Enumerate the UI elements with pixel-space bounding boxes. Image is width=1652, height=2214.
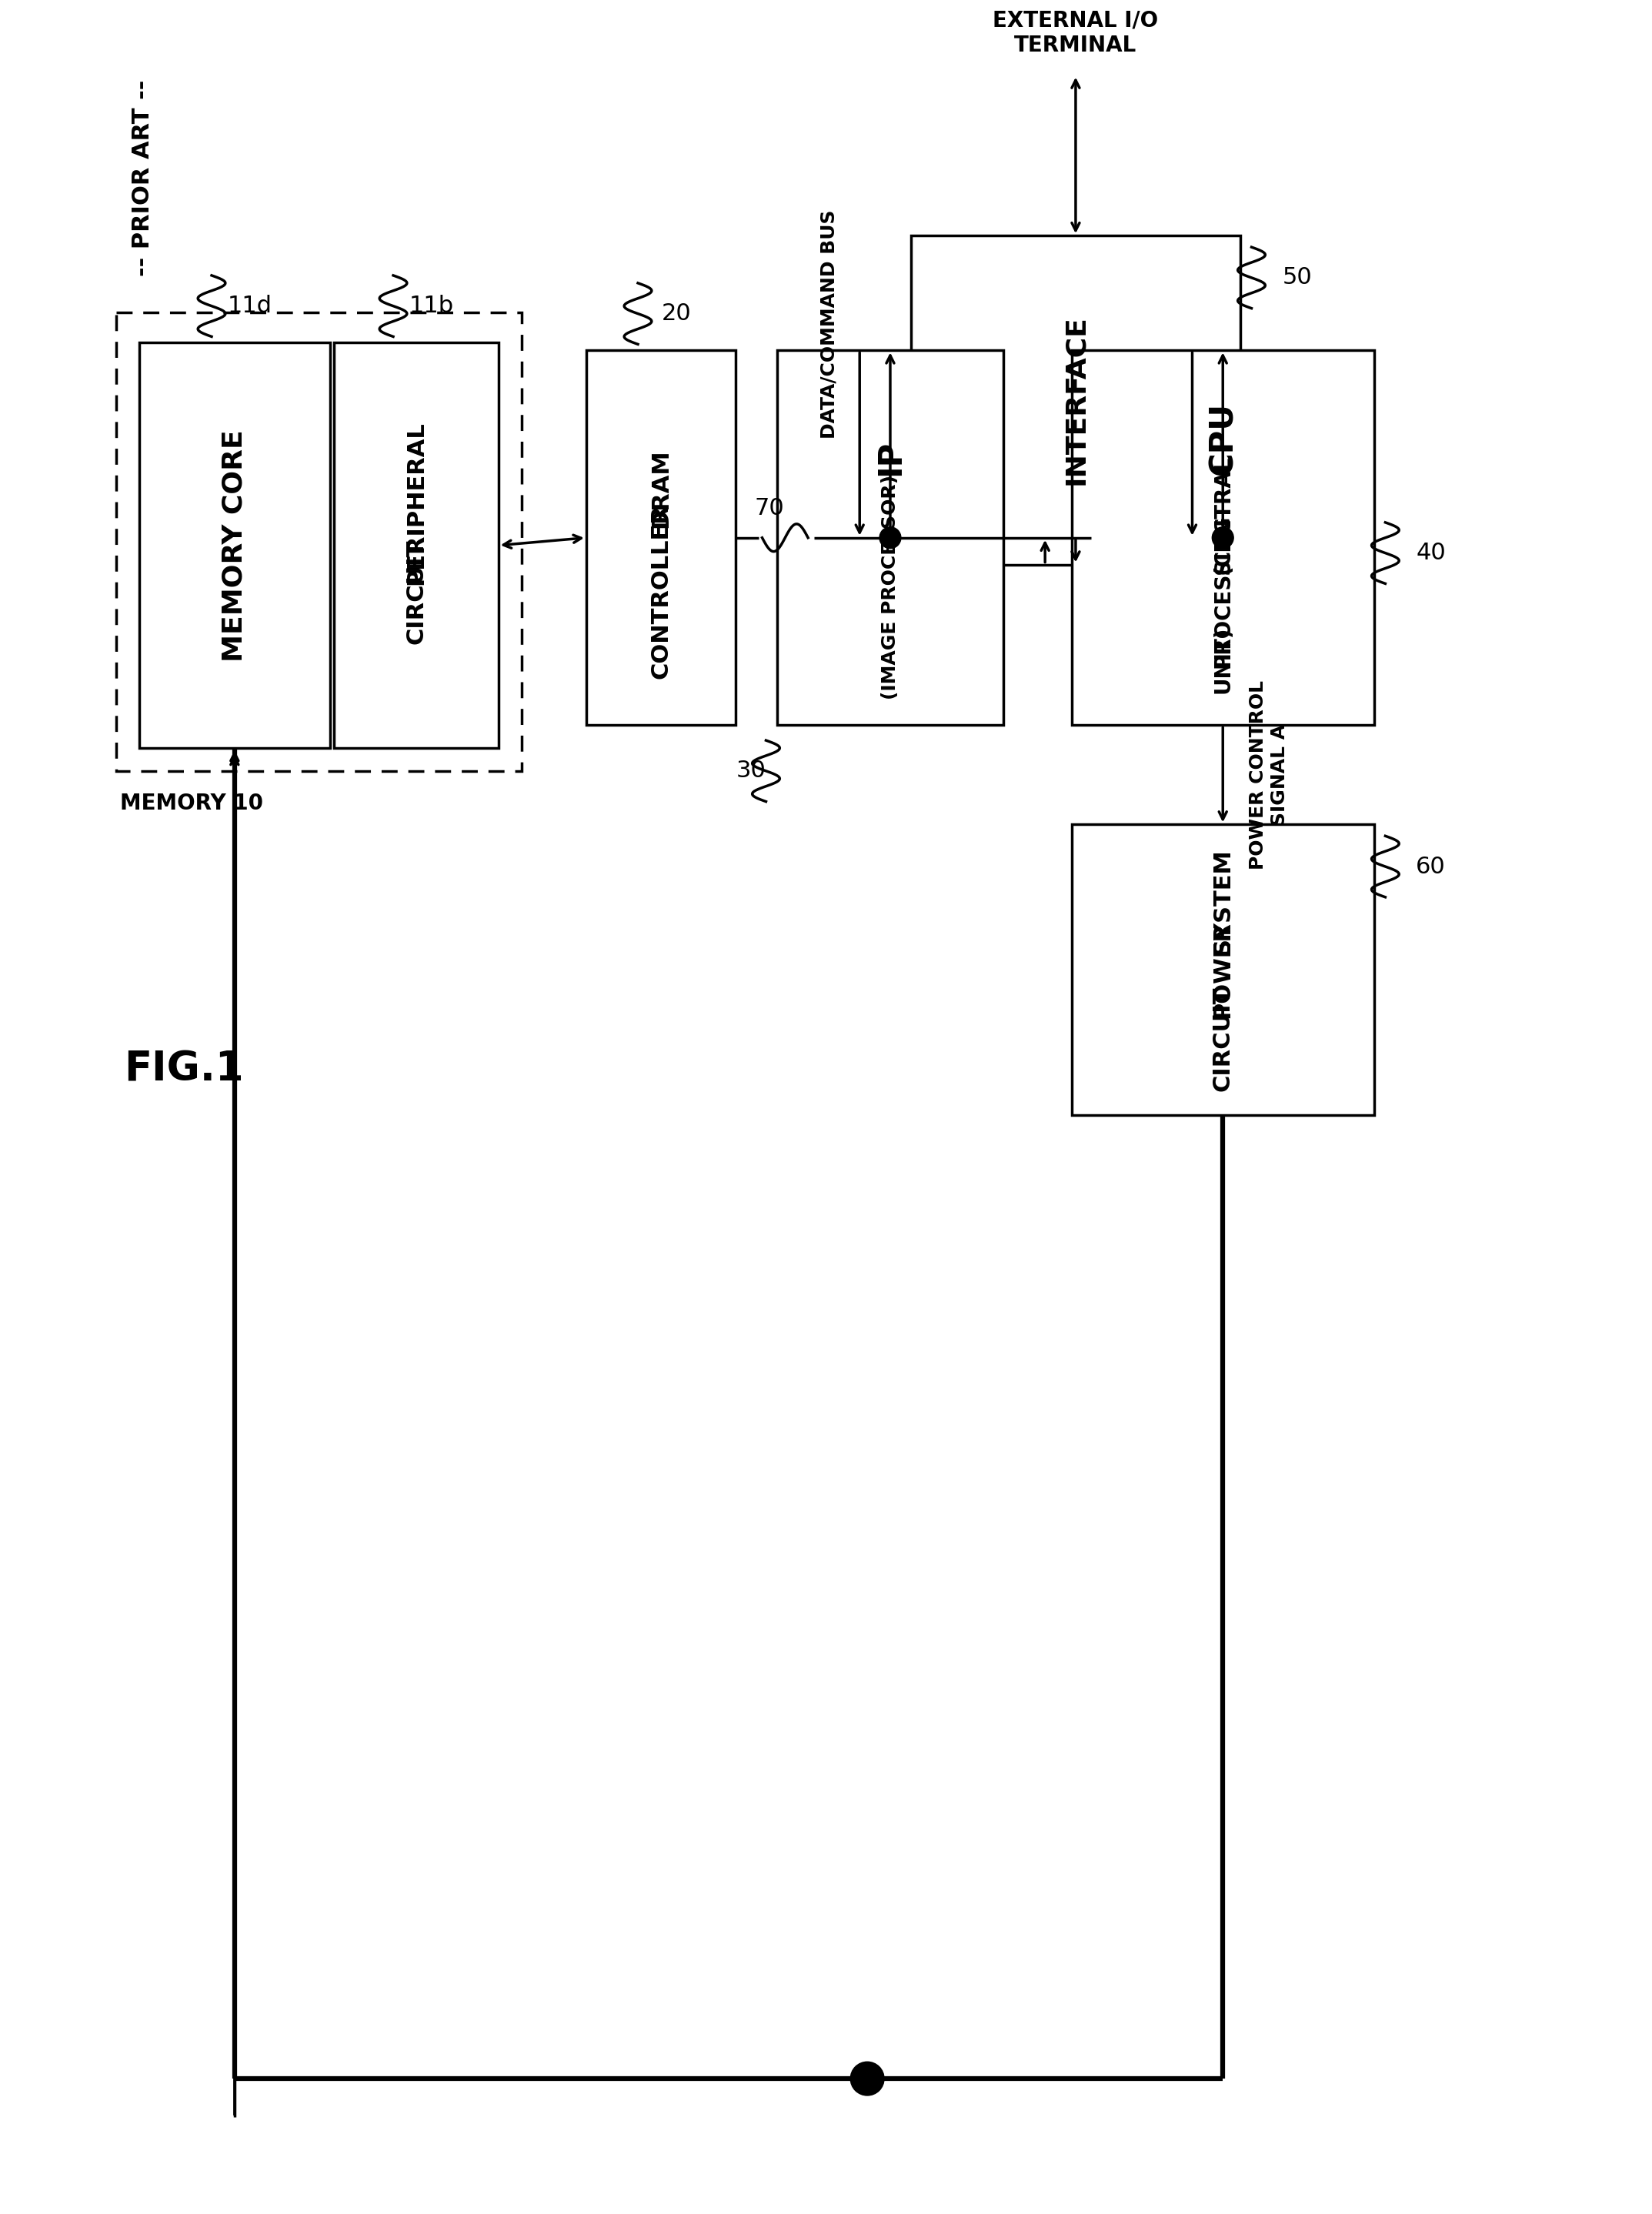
Circle shape <box>851 2061 884 2094</box>
Text: CONTROLLER: CONTROLLER <box>649 505 672 677</box>
Circle shape <box>879 527 900 549</box>
Text: 20: 20 <box>661 303 691 325</box>
Text: (IMAGE PROCESSOR): (IMAGE PROCESSOR) <box>881 476 899 700</box>
Text: -- PRIOR ART --: -- PRIOR ART -- <box>132 80 154 277</box>
Bar <box>139 343 330 748</box>
Text: 70: 70 <box>755 498 785 520</box>
Text: DATA/COMMAND BUS: DATA/COMMAND BUS <box>819 210 839 438</box>
Text: INTERFACE: INTERFACE <box>1062 314 1089 485</box>
Text: 11d: 11d <box>228 294 273 317</box>
Bar <box>586 350 735 724</box>
Bar <box>1072 824 1374 1116</box>
Text: (CENTRAL: (CENTRAL <box>1213 456 1234 573</box>
Text: 60: 60 <box>1416 855 1446 877</box>
Bar <box>912 235 1241 565</box>
Text: POWER CONTROL
SIGNAL A: POWER CONTROL SIGNAL A <box>1249 680 1289 870</box>
Text: 40: 40 <box>1416 542 1446 565</box>
Text: MEMORY 10: MEMORY 10 <box>121 793 263 815</box>
Text: CIRCUIT: CIRCUIT <box>1211 985 1234 1092</box>
Text: IP: IP <box>874 441 907 476</box>
Text: DRAM: DRAM <box>649 449 672 527</box>
Text: CPU: CPU <box>1206 401 1239 476</box>
Bar <box>334 343 499 748</box>
Text: PROCESSING: PROCESSING <box>1213 514 1234 669</box>
Text: UNIT): UNIT) <box>1213 627 1234 693</box>
Bar <box>778 350 1003 724</box>
Text: PERIPHERAL: PERIPHERAL <box>405 421 428 584</box>
Text: CIRCUIT: CIRCUIT <box>405 538 428 644</box>
Text: MEMORY CORE: MEMORY CORE <box>221 430 248 662</box>
Text: FIG.1: FIG.1 <box>124 1049 243 1089</box>
Text: EXTERNAL I/O
TERMINAL: EXTERNAL I/O TERMINAL <box>993 9 1158 55</box>
Circle shape <box>1213 527 1234 549</box>
Text: 11b: 11b <box>410 294 454 317</box>
Text: 30: 30 <box>737 759 767 782</box>
Bar <box>1072 350 1374 724</box>
Text: 50: 50 <box>1282 266 1312 288</box>
Bar <box>116 312 522 770</box>
Text: POWER: POWER <box>1211 921 1234 1018</box>
Text: SYSTEM: SYSTEM <box>1211 848 1234 954</box>
